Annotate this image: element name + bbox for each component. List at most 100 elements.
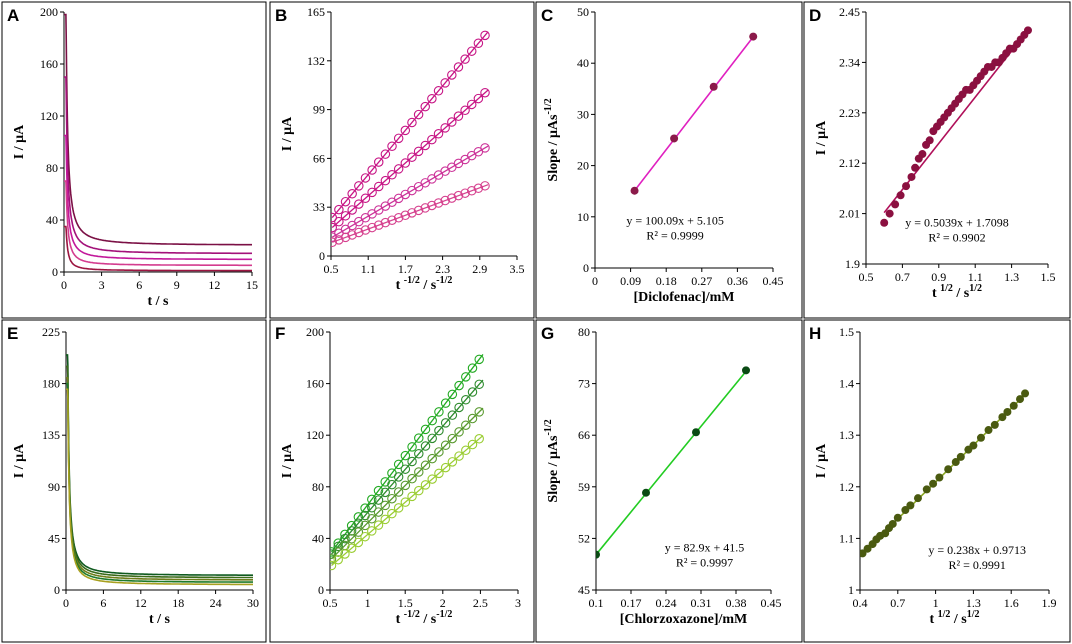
data-point bbox=[347, 205, 357, 215]
x-tick-label: 3 bbox=[515, 596, 521, 610]
data-point bbox=[354, 199, 364, 209]
x-tick-label: 1.9 bbox=[1042, 596, 1057, 610]
fit-equation: y = 82.9x + 41.5 bbox=[665, 541, 745, 555]
data-point bbox=[880, 218, 889, 227]
data-point bbox=[420, 203, 430, 213]
data-point bbox=[340, 196, 351, 207]
data-point bbox=[367, 526, 377, 536]
panel-frame bbox=[535, 319, 803, 643]
data-point bbox=[340, 549, 350, 559]
x-tick-label: 0.45 bbox=[763, 274, 784, 288]
data-point bbox=[333, 541, 343, 552]
data-point bbox=[400, 450, 411, 461]
data-point bbox=[407, 473, 417, 484]
y-tick-label: 1.2 bbox=[839, 480, 854, 494]
data-point bbox=[373, 507, 384, 517]
data-point bbox=[907, 172, 916, 181]
y-tick-label: 1.9 bbox=[845, 257, 860, 271]
panel-label: A bbox=[7, 6, 19, 25]
data-point bbox=[935, 473, 944, 482]
fit-r-squared: R² = 0.9999 bbox=[646, 229, 703, 243]
data-point bbox=[461, 445, 471, 456]
data-point bbox=[956, 452, 965, 461]
panel-F: F 0.5 1 1.5 2 2.5 3 0 40 80 120 160 200 t -1/2​ / s-1… bbox=[269, 319, 535, 643]
x-tick-label: 0.24 bbox=[656, 596, 677, 610]
data-point bbox=[387, 170, 397, 180]
data-point bbox=[922, 485, 931, 494]
panel-label: C bbox=[541, 6, 553, 25]
x-tick-label: 1.1 bbox=[361, 262, 376, 276]
data-point bbox=[447, 457, 458, 467]
panel-frame bbox=[1, 319, 267, 643]
y-tick-label: 66 bbox=[313, 151, 325, 165]
data-point bbox=[380, 500, 390, 511]
data-point bbox=[393, 212, 404, 223]
panel-C: C 0 0.09 0.18 0.27 0.36 0.45 0 10 20 30 40 50 [Diclof… bbox=[535, 1, 803, 319]
series-curve-e5 bbox=[66, 388, 253, 586]
x-tick-label: 2 bbox=[440, 596, 446, 610]
x-axis-label: t / s bbox=[149, 612, 171, 627]
data-point bbox=[380, 175, 391, 186]
series-curve-e4 bbox=[66, 382, 253, 583]
x-tick-label: 1.3 bbox=[966, 596, 981, 610]
data-point bbox=[433, 198, 444, 208]
data-point bbox=[414, 467, 424, 477]
data-point bbox=[360, 503, 370, 513]
y-tick-label: 80 bbox=[46, 161, 58, 175]
data-point bbox=[331, 237, 337, 248]
x-tick-label: 0.9 bbox=[931, 270, 946, 284]
panel-D: D 0.5 0.7 0.9 1.1 1.3 1.5 1.9 2.01 2.12 2.23 2.34 2.… bbox=[803, 1, 1071, 319]
y-tick-label: 50 bbox=[577, 5, 589, 19]
data-point bbox=[347, 189, 357, 199]
y-tick-label: 0 bbox=[52, 265, 58, 279]
fit-r-squared: R² = 0.9997 bbox=[676, 556, 733, 570]
series-curve-c1 bbox=[64, 13, 252, 246]
y-tick-label: 0 bbox=[54, 583, 60, 597]
fit-line bbox=[633, 36, 754, 192]
data-point bbox=[902, 182, 911, 191]
data-point bbox=[474, 407, 484, 417]
x-axis-label: t / s bbox=[148, 294, 170, 309]
data-point bbox=[387, 215, 397, 225]
data-point bbox=[929, 479, 938, 488]
data-point bbox=[460, 188, 470, 198]
data-point bbox=[467, 413, 478, 424]
x-tick-label: 0.27 bbox=[691, 274, 712, 288]
data-point bbox=[330, 560, 337, 571]
data-point bbox=[918, 150, 927, 159]
data-point bbox=[1003, 407, 1012, 416]
data-point bbox=[354, 181, 364, 191]
y-tick-label: 59 bbox=[578, 480, 590, 494]
data-point bbox=[434, 407, 444, 417]
data-point bbox=[427, 415, 437, 426]
x-axis-label: [Chlorzoxazone]/mM bbox=[620, 612, 748, 627]
x-tick-label: 0.17 bbox=[621, 596, 642, 610]
data-point bbox=[630, 186, 639, 195]
data-point bbox=[333, 538, 343, 548]
data-point bbox=[400, 210, 411, 221]
data-point bbox=[380, 217, 391, 228]
x-tick-label: 24 bbox=[210, 596, 222, 610]
x-axis-label: t 1/2​ / s1/2​ bbox=[932, 283, 982, 301]
y-tick-label: 52 bbox=[578, 531, 590, 545]
data-point bbox=[393, 164, 404, 174]
x-tick-label: 1.6 bbox=[1004, 596, 1019, 610]
data-point bbox=[413, 146, 424, 157]
data-point bbox=[885, 209, 894, 218]
panel-H: H 0.4 0.7 1 1.3 1.6 1.9 1 1.1 1.2 1.3 1.4 1.5 t 1/2​ … bbox=[803, 319, 1071, 643]
y-tick-label: 160 bbox=[40, 57, 58, 71]
data-point bbox=[911, 163, 920, 172]
series-curve-e1 bbox=[66, 354, 253, 576]
y-tick-label: 1.4 bbox=[839, 377, 854, 391]
data-point bbox=[427, 474, 437, 484]
data-point bbox=[1023, 26, 1032, 35]
data-point bbox=[460, 54, 470, 64]
x-tick-label: 18 bbox=[172, 596, 184, 610]
data-point bbox=[380, 514, 390, 525]
y-tick-label: 2.34 bbox=[839, 55, 860, 69]
data-point bbox=[454, 451, 464, 461]
data-point bbox=[347, 230, 357, 240]
data-point bbox=[407, 491, 417, 502]
data-point bbox=[373, 495, 384, 505]
data-point bbox=[380, 477, 390, 487]
